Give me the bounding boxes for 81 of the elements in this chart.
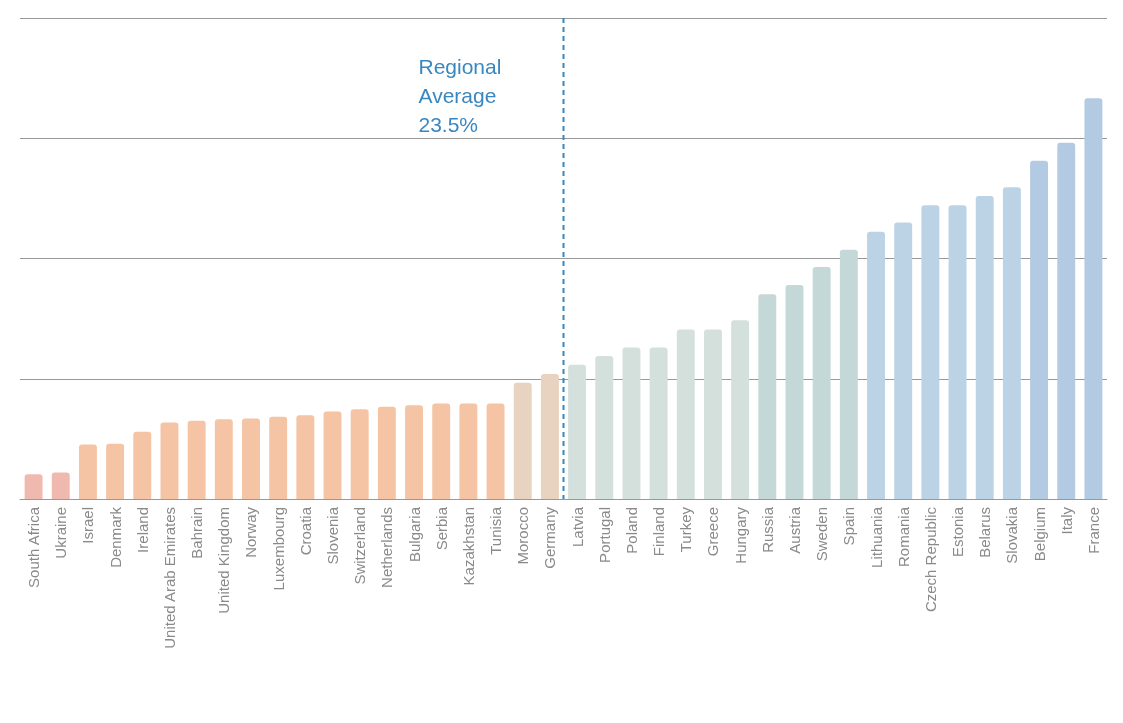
bar	[160, 422, 179, 499]
bar	[106, 443, 125, 499]
x-tick-label: Israel	[79, 507, 97, 544]
bar	[1057, 142, 1076, 499]
x-tick-label: Ukraine	[52, 507, 70, 559]
x-tick-label: Ireland	[133, 507, 151, 553]
bar	[459, 403, 478, 499]
x-tick-label: Germany	[541, 506, 559, 569]
bar	[405, 405, 424, 499]
x-tick-label: Denmark	[106, 506, 124, 568]
bar	[432, 403, 451, 499]
x-tick-label: Netherlands	[378, 507, 396, 588]
x-tick-label: Czech Republic	[921, 506, 939, 613]
bar	[1030, 160, 1049, 499]
ref-line-label: Regional Average 23.5%	[418, 55, 502, 136]
bar	[513, 382, 532, 499]
x-tick-label: Turkey	[677, 506, 695, 553]
x-tick-label: Austria	[785, 506, 803, 554]
bar	[1084, 98, 1103, 499]
bar	[78, 444, 97, 499]
x-tick-label: Portugal	[595, 507, 613, 563]
x-tick-label: South Africa	[25, 506, 43, 588]
bar	[975, 195, 994, 499]
bar	[867, 231, 885, 499]
x-tick-label: Bahrain	[188, 507, 206, 559]
bar	[377, 406, 396, 499]
x-tick-label: Slovakia	[1003, 506, 1021, 564]
x-tick-label: Lithuania	[867, 506, 885, 568]
x-tick-label: Romania	[894, 506, 912, 568]
bar	[214, 419, 233, 499]
x-tick-label: Switzerland	[351, 507, 369, 585]
bar	[758, 294, 777, 499]
bar	[812, 266, 831, 499]
x-tick-label: Sweden	[813, 507, 831, 562]
bar	[649, 347, 668, 499]
bar	[948, 205, 967, 499]
x-tick-label: Morocco	[514, 507, 532, 565]
bar	[921, 205, 940, 499]
bar	[350, 409, 369, 499]
bar	[133, 431, 152, 499]
x-tick-label: Croatia	[296, 506, 314, 556]
x-tick-label: Finland	[650, 507, 668, 557]
x-tick-label: Russia	[758, 506, 776, 553]
bar	[785, 284, 804, 499]
x-tick-label: France	[1084, 507, 1102, 554]
x-tick-label: Slovenia	[324, 506, 342, 565]
bar	[51, 472, 70, 499]
x-tick-label: Norway	[242, 506, 260, 558]
bar	[839, 249, 858, 499]
bar	[703, 329, 722, 499]
bar	[269, 416, 288, 499]
bar	[622, 347, 641, 499]
x-tick-label: Kazakhstan	[459, 507, 477, 586]
x-tick-label: Greece	[704, 507, 722, 557]
bar	[1002, 187, 1021, 499]
x-tick-label: Tunisia	[487, 506, 505, 555]
x-tick-label: Poland	[622, 507, 640, 554]
x-tick-label: Belgium	[1030, 507, 1048, 562]
x-tick-label: United Arab Emirates	[160, 507, 178, 649]
x-tick-label: Spain	[840, 507, 858, 546]
bar	[187, 420, 206, 499]
x-tick-label: Luxembourg	[269, 507, 287, 591]
x-tick-label: Italy	[1057, 506, 1075, 535]
x-tick-label: United Kingdom	[215, 507, 233, 614]
x-tick-label: Bulgaria	[405, 506, 423, 563]
x-tick-label: Hungary	[731, 506, 749, 564]
bar	[731, 320, 750, 499]
bar	[24, 474, 43, 499]
bar	[595, 355, 614, 499]
x-tick-label: Belarus	[976, 507, 994, 558]
bar	[894, 222, 913, 499]
bar	[540, 373, 559, 499]
bar	[676, 329, 695, 499]
bar	[242, 418, 260, 499]
x-tick-label: Estonia	[949, 506, 967, 558]
bar	[486, 403, 505, 499]
bar	[323, 411, 342, 499]
bar	[296, 415, 315, 499]
bar	[568, 364, 587, 499]
x-tick-label: Serbia	[432, 506, 450, 551]
x-tick-label: Latvia	[568, 506, 586, 548]
